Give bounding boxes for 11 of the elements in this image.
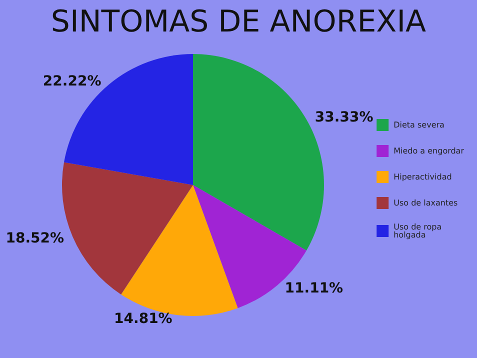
legend-label: Miedo a engordar xyxy=(394,146,465,156)
legend-label: Uso de laxantes xyxy=(394,198,458,208)
legend-label: Dieta severa xyxy=(394,120,445,130)
data-label: 14.81% xyxy=(114,311,172,328)
chart-title: SINTOMAS DE ANOREXIA xyxy=(50,4,427,40)
data-label: 22.22% xyxy=(42,74,102,90)
data-label: 33.33% xyxy=(314,110,374,126)
legend-label: Hiperactividad xyxy=(394,172,452,182)
data-label: 18.52% xyxy=(6,230,64,246)
legend-label: Uso de ropa holgada xyxy=(394,222,444,240)
data-label: 11.11% xyxy=(284,280,344,296)
